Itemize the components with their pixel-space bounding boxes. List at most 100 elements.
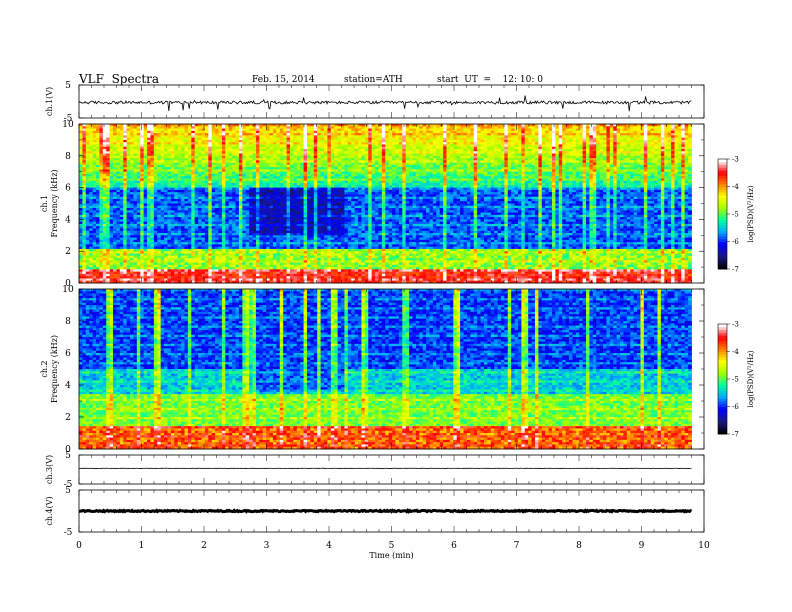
spectrogram-cell: [596, 178, 601, 182]
spectrogram-cell: [242, 180, 247, 184]
spectrogram-cell: [548, 173, 553, 177]
spectrogram-cell: [130, 185, 134, 188]
spectrogram-cell: [592, 155, 597, 159]
spectrogram-cell: [528, 164, 532, 168]
spectrogram-cell: [341, 158, 345, 161]
spectrogram-cell: [436, 142, 441, 145]
spectrogram-cell: [528, 162, 532, 166]
spectrogram-cell: [245, 124, 250, 127]
spectrogram-cell: [606, 155, 611, 159]
spectrogram-cell: [538, 176, 543, 179]
spectrogram-cell: [630, 176, 635, 179]
spectrogram-cell: [565, 139, 570, 143]
spectrogram-cell: [616, 146, 621, 150]
spectrogram-cell: [218, 176, 223, 179]
spectrogram-cell: [191, 164, 196, 168]
spectrogram-cell: [79, 158, 83, 161]
spectrogram-cell: [181, 173, 185, 177]
spectrogram-cell: [514, 162, 519, 166]
spectrogram-cell: [548, 128, 553, 132]
spectrogram-cell: [453, 139, 458, 143]
spectrogram-cell: [174, 142, 179, 145]
spectrogram-cell: [500, 146, 505, 150]
spectrogram-cell: [218, 180, 223, 184]
spectrogram-cell: [426, 128, 430, 132]
spectrogram-cell: [283, 162, 287, 166]
spectrogram-cell: [201, 169, 206, 173]
spectrogram-cell: [96, 169, 100, 173]
spectrogram-cell: [463, 137, 468, 141]
spectrogram-cell: [664, 164, 669, 168]
spectrogram-cell: [361, 144, 366, 148]
spectrogram-cell: [368, 185, 373, 188]
spectrogram-cell: [266, 137, 270, 141]
spectrogram-cell: [337, 185, 342, 188]
spectrogram-cell: [358, 142, 362, 145]
spectrogram-cell: [647, 158, 652, 161]
spectrogram-cell: [419, 158, 424, 161]
spectrogram-cell: [551, 173, 556, 177]
spectrogram-cell: [351, 137, 356, 141]
spectrogram-cell: [405, 151, 410, 154]
spectrogram-cell: [626, 155, 631, 159]
spectrogram-cell: [650, 142, 655, 145]
spectrogram-cell: [174, 164, 179, 168]
spectrogram-cell: [109, 153, 114, 157]
spectrogram-cell: [184, 153, 189, 157]
spectrogram-cell: [147, 146, 151, 150]
spectrogram-cell: [395, 155, 400, 159]
spectrogram-cell: [633, 144, 638, 148]
spectrogram-cell: [242, 151, 247, 154]
spectrogram-cell: [466, 176, 471, 179]
spectrogram-cell: [640, 137, 645, 141]
spectrogram-cell: [497, 128, 502, 132]
spectrogram-cell: [524, 171, 529, 175]
spectrogram-cell: [238, 167, 243, 170]
spectrogram-cell: [395, 124, 400, 127]
spectrogram-cell: [541, 133, 546, 136]
spectrogram-cell: [109, 133, 114, 136]
spectrogram-cell: [388, 173, 393, 177]
spectrogram-cell: [599, 139, 604, 143]
spectrogram-cell: [449, 171, 454, 175]
spectrogram-cell: [320, 153, 325, 157]
spectrogram-cell: [466, 128, 471, 132]
spectrogram-cell: [494, 128, 498, 132]
spectrogram-cell: [528, 126, 532, 129]
spectrogram-cell: [643, 133, 648, 136]
spectrogram-cell: [620, 155, 624, 159]
spectrogram-cell: [558, 148, 563, 152]
spectrogram-cell: [596, 151, 601, 154]
spectrogram-cell: [242, 158, 247, 161]
spectrogram-cell: [79, 130, 83, 134]
spectrogram-cell: [650, 178, 655, 182]
spectrogram-cell: [517, 155, 522, 159]
spectrogram-cell: [313, 162, 318, 166]
spectrogram-cell: [143, 142, 148, 145]
spectrogram-cell: [96, 153, 100, 157]
spectrogram-cell: [194, 160, 199, 164]
spectrogram-cell: [603, 133, 607, 136]
spectrogram-cell: [609, 130, 614, 134]
spectrogram-cell: [255, 137, 260, 141]
spectrogram-cell: [327, 183, 332, 186]
spectrogram-cell: [106, 133, 111, 136]
spectrogram-cell: [269, 133, 274, 136]
spectrogram-cell: [599, 142, 604, 145]
spectrogram-cell: [620, 135, 624, 139]
spectrogram-cell: [616, 173, 621, 177]
spectrogram-cell: [136, 171, 141, 175]
spectrogram-cell: [517, 173, 522, 177]
spectrogram-cell: [225, 173, 230, 177]
spectrogram-cell: [385, 142, 390, 145]
spectrogram-cell: [579, 173, 584, 177]
spectrogram-cell: [211, 130, 216, 134]
spectrogram-cell: [565, 183, 570, 186]
spectrogram-cell: [344, 130, 349, 134]
spectrogram-cell: [409, 137, 413, 141]
spectrogram-cell: [289, 130, 294, 134]
spectrogram-cell: [405, 137, 410, 141]
spectrogram-cell: [249, 176, 253, 179]
spectrogram-cell: [276, 180, 281, 184]
spectrogram-cell: [643, 180, 648, 184]
